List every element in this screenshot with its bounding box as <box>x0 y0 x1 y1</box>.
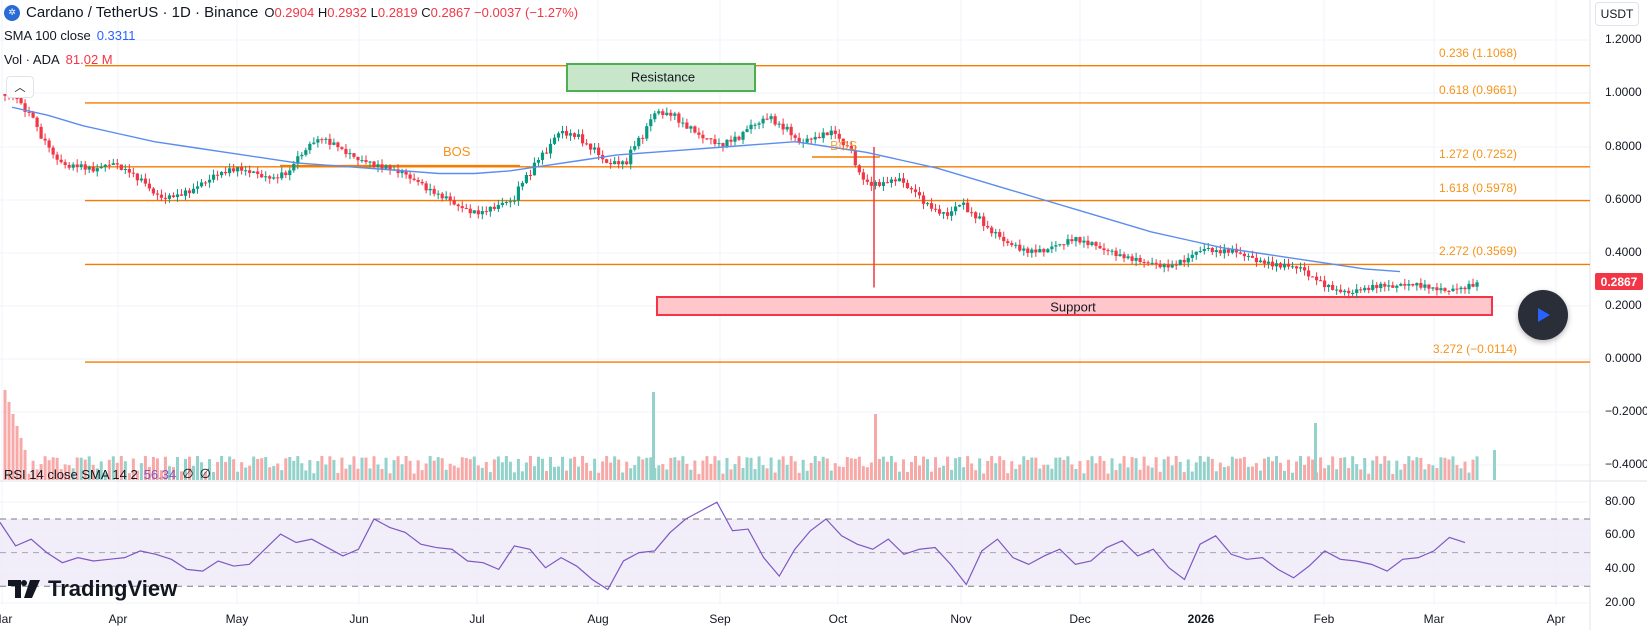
volume-legend[interactable]: Vol · ADA 81.02 M <box>4 52 113 67</box>
collapse-legend-button[interactable]: ︿ <box>6 76 34 98</box>
currency-button[interactable]: USDT <box>1595 2 1639 26</box>
time-axis-label: Aug <box>587 612 609 626</box>
sma-label: SMA 100 close <box>4 28 91 43</box>
time-axis-label: Sep <box>709 612 731 626</box>
price-axis-label: 1.0000 <box>1605 85 1642 99</box>
support-label[interactable]: Support <box>1050 299 1096 315</box>
symbol-title[interactable]: Cardano / TetherUS · 1D · Binance <box>26 4 259 21</box>
last-price-badge: 0.2867 <box>1595 273 1643 290</box>
price-axis-label: 0.0000 <box>1605 351 1642 365</box>
price-axis-label: −0.4000 <box>1605 457 1647 471</box>
rsi-extra-2: ∅ <box>199 466 211 481</box>
time-axis-label: Nov <box>950 612 972 626</box>
price-axis-label: 0.4000 <box>1605 245 1642 259</box>
ohlc-values: O0.2904 H0.2932 L0.2819 C0.2867 −0.0037 … <box>264 5 579 20</box>
bos-label-2[interactable]: BOS <box>830 138 858 153</box>
rsi-extra-1: ∅ <box>182 466 194 481</box>
price-axis-label: 0.6000 <box>1605 192 1642 206</box>
play-icon <box>1538 308 1550 322</box>
tradingview-logo[interactable]: TradingView <box>8 576 177 602</box>
time-axis-label: May <box>225 612 249 626</box>
time-axis-label: Mar <box>1423 612 1445 626</box>
tradingview-logo-icon <box>8 580 40 598</box>
fib-level-label: 0.618 (0.9661) <box>1438 82 1517 97</box>
volume-label: Vol · ADA <box>4 52 60 67</box>
price-axis-label: 20.00 <box>1605 595 1636 609</box>
price-axis-label: 0.8000 <box>1605 139 1642 153</box>
resistance-label[interactable]: Resistance <box>630 69 696 85</box>
fib-level-label: 1.618 (0.5978) <box>1438 180 1517 195</box>
cardano-logo-icon: ✲ <box>4 4 20 21</box>
time-axis-label: Feb <box>1313 612 1335 626</box>
chevron-up-icon: ︿ <box>14 82 26 94</box>
time-axis-label: Dec <box>1069 612 1091 626</box>
rsi-label: RSI 14 close SMA 14 2 <box>4 466 138 482</box>
price-axis-label: 80.00 <box>1605 494 1636 508</box>
price-axis-label: −0.2000 <box>1605 404 1647 418</box>
time-axis-label: 2026 <box>1187 612 1215 626</box>
fib-level-label: 3.272 (−0.0114) <box>1432 342 1517 357</box>
bos-label-1[interactable]: BOS <box>443 144 471 159</box>
fib-level-label: 0.236 (1.1068) <box>1438 45 1517 60</box>
symbol-legend: ✲ Cardano / TetherUS · 1D · Binance O0.2… <box>4 4 578 21</box>
time-axis-label: Jul <box>469 612 485 626</box>
fib-level-label: 1.272 (0.7252) <box>1438 146 1517 161</box>
time-axis-label: Apr <box>108 612 128 626</box>
price-axis-label: 40.00 <box>1605 561 1636 575</box>
volume-value: 81.02 M <box>65 52 113 67</box>
sma-legend[interactable]: SMA 100 close 0.3311 <box>4 28 136 43</box>
time-axis-label: Oct <box>828 612 848 626</box>
price-axis-label: 1.2000 <box>1605 32 1642 46</box>
rsi-value: 56.34 <box>143 466 177 482</box>
time-axis-label: Mar <box>0 612 13 626</box>
price-axis-label: 60.00 <box>1605 527 1636 541</box>
replay-play-button[interactable] <box>1518 290 1568 340</box>
time-axis-label: Jun <box>349 612 369 626</box>
price-axis-label: 0.2000 <box>1605 298 1642 312</box>
time-axis-label: Apr <box>1546 612 1566 626</box>
rsi-legend[interactable]: RSI 14 close SMA 14 2 56.34 ∅ ∅ <box>4 466 211 482</box>
fib-level-label: 2.272 (0.3569) <box>1438 244 1517 259</box>
sma-value: 0.3311 <box>96 28 136 43</box>
